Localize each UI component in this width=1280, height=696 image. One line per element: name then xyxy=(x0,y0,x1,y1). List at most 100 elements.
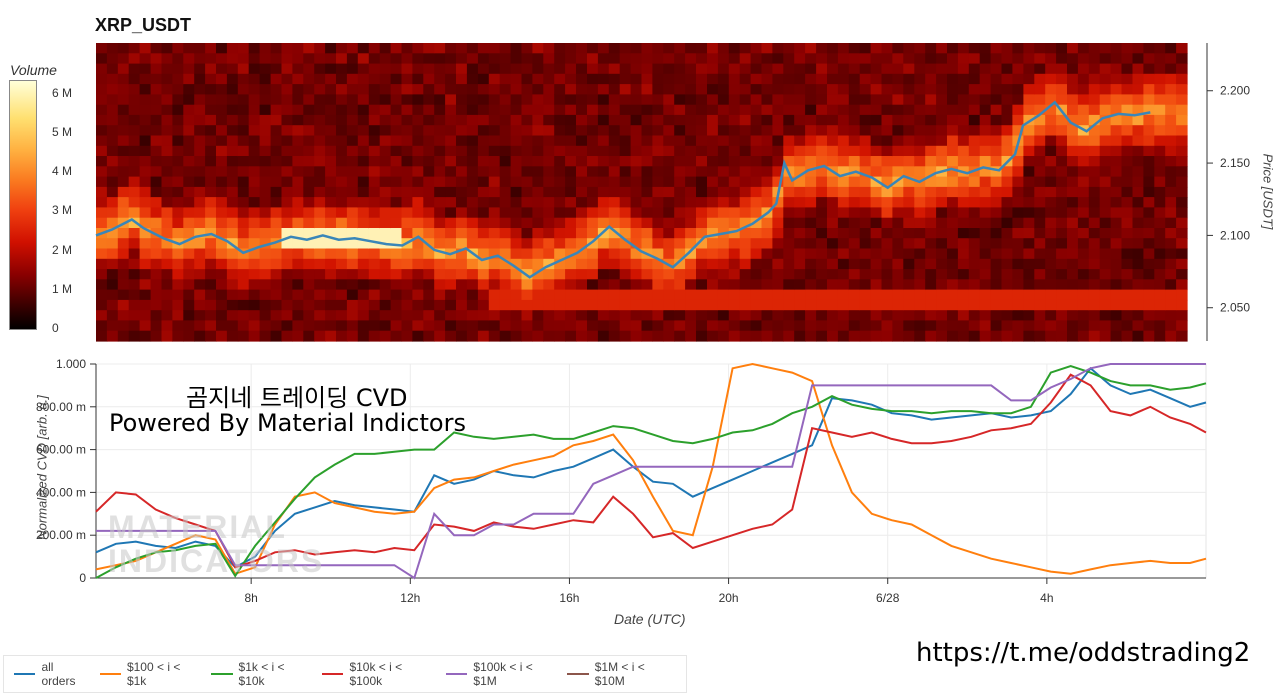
heatmap-cell xyxy=(183,84,195,95)
heatmap-cell xyxy=(859,53,872,65)
heatmap-cell xyxy=(401,310,413,322)
heatmap-cell xyxy=(423,238,435,250)
colorbar-tick: 6 M xyxy=(52,86,73,100)
heatmap-cell xyxy=(401,217,413,229)
heatmap-cell xyxy=(892,238,904,250)
heatmap-cell xyxy=(281,135,293,147)
heatmap-cell xyxy=(1110,73,1123,85)
heatmap-cell xyxy=(1176,238,1188,250)
heatmap-cell xyxy=(237,135,250,147)
heatmap-cell xyxy=(837,289,850,301)
heatmap-cell xyxy=(510,43,523,54)
heatmap-cell xyxy=(281,197,293,208)
heatmap-cell xyxy=(979,145,992,157)
heatmap-cell xyxy=(827,279,839,291)
heatmap-cell xyxy=(608,279,621,291)
heatmap-cell xyxy=(761,94,773,106)
heatmap-cell xyxy=(565,166,577,178)
heatmap-cell xyxy=(128,73,141,85)
heatmap-cell xyxy=(521,228,533,239)
heatmap-cell xyxy=(1154,63,1166,75)
heatmap-cell xyxy=(106,207,119,219)
heatmap-cell xyxy=(707,145,719,157)
heatmap-cell xyxy=(161,94,173,106)
heatmap-cell xyxy=(652,258,664,270)
heatmap-cell xyxy=(216,53,228,65)
heatmap-cell xyxy=(357,135,370,147)
heatmap-cell xyxy=(663,53,675,65)
heatmap-cell xyxy=(510,330,523,342)
heatmap-cell xyxy=(412,43,424,54)
heatmap-cell xyxy=(194,186,206,198)
legend-item[interactable]: all orders xyxy=(14,660,90,688)
heatmap-cell xyxy=(881,228,893,239)
heatmap-cell xyxy=(303,156,315,167)
heatmap-cell xyxy=(325,114,337,126)
legend-item[interactable]: $10k < i < $100k xyxy=(322,660,436,688)
heatmap-cell xyxy=(597,43,610,54)
heatmap-cell xyxy=(1077,207,1090,219)
heatmap-cell xyxy=(270,289,283,301)
heatmap-cell xyxy=(772,320,784,332)
heatmap-cell xyxy=(499,114,512,126)
heatmap-cell xyxy=(1001,207,1013,219)
heatmap-cell xyxy=(957,269,970,280)
heatmap-cell xyxy=(325,320,337,332)
heatmap-cell xyxy=(990,217,1003,229)
heatmap-cell xyxy=(1077,166,1090,178)
heatmap-cell xyxy=(936,207,948,219)
heatmap-cell xyxy=(248,217,261,229)
heatmap-cell xyxy=(1143,197,1155,208)
legend-item[interactable]: $100 < i < $1k xyxy=(99,660,202,688)
heatmap-cell xyxy=(936,320,948,332)
heatmap-cell xyxy=(848,207,861,219)
heatmap-cell xyxy=(423,156,435,167)
heatmap-cell xyxy=(674,310,686,322)
legend-item[interactable]: $1k < i < $10k xyxy=(211,660,312,688)
heatmap-cell xyxy=(488,94,501,106)
heatmap-cell xyxy=(346,43,359,54)
heatmap-cell xyxy=(674,299,686,311)
heatmap-cell xyxy=(368,176,381,188)
heatmap-cell xyxy=(979,166,992,178)
heatmap-cell xyxy=(499,63,512,75)
heatmap-cell xyxy=(1088,104,1101,116)
heatmap-cell xyxy=(205,310,217,322)
heatmap-cell xyxy=(161,197,173,208)
heatmap-cell xyxy=(870,238,883,250)
heatmap-cell xyxy=(292,289,304,301)
heatmap-cell xyxy=(466,114,479,126)
heatmap-cell xyxy=(543,197,555,208)
heatmap-cell xyxy=(783,135,795,147)
heatmap-cell xyxy=(794,269,806,280)
heatmap-cell xyxy=(859,84,872,95)
heatmap-cell xyxy=(848,104,861,116)
heatmap-cell xyxy=(314,63,326,75)
heatmap-cell xyxy=(412,330,424,342)
legend-item[interactable]: $1M < i < $10M xyxy=(567,660,676,688)
heatmap-cell xyxy=(1176,73,1188,85)
legend-item[interactable]: $100k < i < $1M xyxy=(445,660,557,688)
heatmap-cell xyxy=(696,94,708,106)
heatmap-cell xyxy=(325,94,337,106)
heatmap-cell xyxy=(881,176,893,188)
heatmap-cell xyxy=(1001,104,1013,116)
heatmap-cell xyxy=(848,94,861,106)
telegram-link[interactable]: https://t.me/oddstrading2 xyxy=(916,638,1251,668)
heatmap-cell xyxy=(597,186,610,198)
heatmap-cell xyxy=(881,238,893,250)
heatmap-cell xyxy=(1088,289,1101,301)
heatmap-cell xyxy=(477,310,490,322)
heatmap-cell xyxy=(456,248,468,260)
heatmap-cell xyxy=(270,248,283,260)
heatmap-cell xyxy=(488,43,501,54)
heatmap-cell xyxy=(499,145,512,157)
heatmap-cell xyxy=(816,197,828,208)
heatmap-cell xyxy=(870,217,883,229)
heatmap-cell xyxy=(401,279,413,291)
heatmap-cell xyxy=(794,53,806,65)
heatmap-cell xyxy=(816,258,828,270)
heatmap-cell xyxy=(1088,53,1101,65)
heatmap-cell xyxy=(881,258,893,270)
heatmap-cell xyxy=(652,269,664,280)
